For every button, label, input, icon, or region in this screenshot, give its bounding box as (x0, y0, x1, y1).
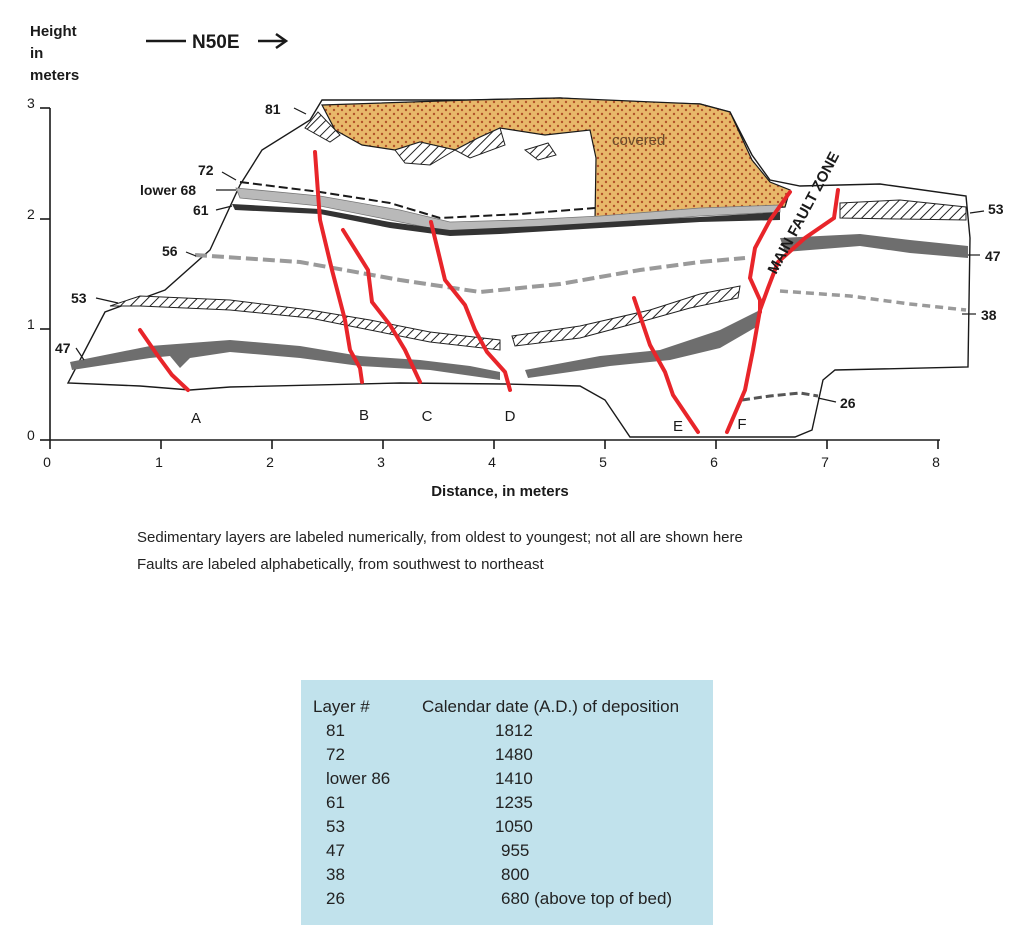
label-fault-d: D (505, 408, 516, 425)
trench-outline (66, 97, 971, 438)
label-layer-53-left: 53 (71, 290, 87, 306)
fault-c (341, 228, 422, 384)
label-layer-53-right: 53 (988, 201, 1004, 217)
layer-47-mid (525, 310, 760, 378)
row-date: 680 (above top of bed) (501, 889, 673, 908)
x-tick-8: 8 (932, 454, 940, 470)
label-layer-47-right: 47 (985, 248, 1001, 264)
y-axis-title-1: Height (30, 23, 77, 40)
x-tick-3: 3 (377, 454, 385, 470)
layer-38-line (779, 289, 967, 312)
direction-arrow-icon (258, 32, 289, 50)
fault-b (313, 150, 364, 384)
x-tick-1: 1 (155, 454, 163, 470)
row-date: 1812 (495, 721, 533, 740)
label-layer-38-right: 38 (981, 307, 997, 323)
label-fault-b: B (359, 407, 369, 424)
row-layer: lower 86 (326, 769, 391, 788)
direction-label: N50E (192, 32, 240, 53)
x-tick-5: 5 (599, 454, 607, 470)
layer-56-line (194, 253, 746, 295)
x-axis-title: Distance, in meters (431, 483, 569, 500)
caption-faults-note: Faults are labeled alphabetically, from … (137, 556, 544, 573)
x-tick-4: 4 (488, 454, 496, 470)
layer-81-block-d (523, 142, 557, 161)
header-date: Calendar date (A.D.) of deposition (422, 697, 680, 716)
layer-81-block-c (453, 127, 506, 159)
layer-81-block-a (304, 111, 341, 143)
row-date: 1235 (495, 793, 533, 812)
layer-47-right (780, 234, 968, 258)
table-row: 53 1050 (301, 817, 713, 841)
row-layer: 72 (326, 745, 345, 764)
label-fault-c: C (422, 408, 433, 425)
table-row: 38 800 (301, 865, 713, 889)
label-layer-72: 72 (198, 162, 214, 178)
label-layer-47-left: 47 (55, 340, 71, 356)
table-row: 47 955 (301, 841, 713, 865)
table-row: 61 1235 (301, 793, 713, 817)
fault-f (725, 308, 762, 434)
axes (40, 107, 940, 449)
row-date: 800 (501, 865, 530, 884)
layer-72-line (239, 181, 596, 220)
label-fault-a: A (191, 410, 201, 427)
row-layer: 38 (326, 865, 345, 884)
row-layer: 53 (326, 817, 345, 836)
faults (138, 150, 840, 434)
fault-d (429, 220, 512, 392)
x-tick-7: 7 (821, 454, 829, 470)
layer-53-right (839, 199, 967, 221)
header-layer: Layer # (313, 697, 370, 716)
covered-label: covered (612, 132, 665, 149)
layer-47-left (70, 340, 500, 380)
y-axis-title-3: meters (30, 67, 79, 84)
table-row: 26 680 (above top of bed) (301, 889, 713, 913)
layer-53-mid (511, 285, 741, 347)
layer-26-line (741, 391, 819, 402)
label-fault-e: E (673, 418, 683, 435)
fault-a (138, 328, 190, 392)
label-layer-26: 26 (840, 395, 856, 411)
row-date: 1410 (495, 769, 533, 788)
row-layer: 26 (326, 889, 345, 908)
table-row: 81 1812 (301, 721, 713, 745)
row-layer: 81 (326, 721, 345, 740)
layer-61-band (232, 204, 780, 236)
layer-53-left (109, 295, 501, 351)
row-date: 1480 (495, 745, 533, 764)
y-tick-1: 1 (27, 316, 35, 332)
x-tick-2: 2 (266, 454, 274, 470)
label-layer-56: 56 (162, 243, 178, 259)
row-date: 955 (501, 841, 530, 860)
table-row: lower 86 1410 (301, 769, 713, 793)
fault-main-right (758, 188, 840, 312)
label-layer-lower-68: lower 68 (140, 182, 196, 198)
y-tick-3: 3 (27, 95, 35, 111)
y-tick-2: 2 (27, 206, 35, 222)
row-date: 1050 (495, 817, 533, 836)
label-layer-61: 61 (193, 202, 209, 218)
label-fault-f: F (737, 416, 746, 433)
table-header: Layer # Calendar date (A.D.) of depositi… (301, 697, 713, 721)
table-row: 72 1480 (301, 745, 713, 769)
x-tick-0: 0 (43, 454, 51, 470)
y-tick-0: 0 (27, 427, 35, 443)
label-layer-81: 81 (265, 101, 281, 117)
row-layer: 47 (326, 841, 345, 860)
deposition-date-table: Layer # Calendar date (A.D.) of depositi… (301, 680, 713, 925)
fault-e (632, 296, 700, 434)
y-axis-title-2: in (30, 45, 43, 62)
trench-log-diagram: Height in meters N50E 3 2 1 0 0 1 2 3 4 … (27, 23, 1004, 500)
layer-81-block-b (394, 141, 457, 166)
caption-layers-note: Sedimentary layers are labeled numerical… (137, 529, 743, 546)
fault-main-left (747, 190, 792, 314)
x-tick-6: 6 (710, 454, 718, 470)
row-layer: 61 (326, 793, 345, 812)
